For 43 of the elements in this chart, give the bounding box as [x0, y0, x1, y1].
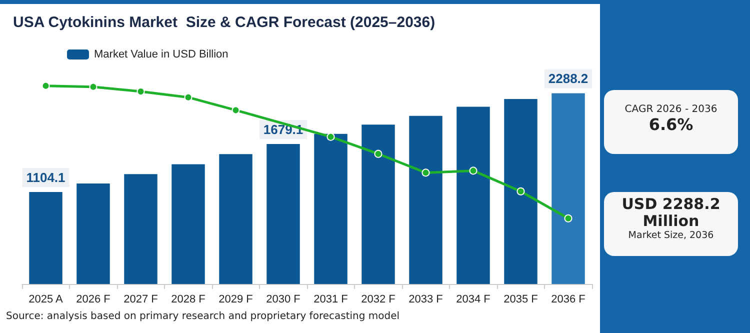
- bar: [314, 134, 348, 284]
- point: [422, 168, 430, 177]
- data-label: 1104.1: [26, 170, 66, 185]
- bar: [124, 174, 158, 284]
- text: USD 2288.2 Million: [620, 195, 722, 230]
- x-tick-label: 2028 F: [171, 294, 206, 306]
- bar: [504, 98, 538, 284]
- bar: [552, 93, 585, 284]
- x-tick-label: 2031 F: [314, 294, 348, 306]
- x-tick-label: 2025 A: [28, 294, 64, 306]
- bar: [172, 164, 205, 284]
- x-tick-label: 2027 F: [124, 294, 158, 306]
- x-tick-label: 2034 F: [456, 294, 491, 306]
- bar: [266, 144, 300, 284]
- bar: [29, 192, 62, 284]
- point: [564, 214, 572, 222]
- point: [516, 187, 525, 196]
- data-label: 2288.2: [548, 71, 588, 86]
- x-tick-label: 2036 F: [551, 294, 586, 306]
- bar: [456, 106, 490, 284]
- bar: [219, 154, 252, 284]
- legend-label: Market Value in USD Billion: [94, 48, 228, 60]
- text: Market Size, 2036: [627, 230, 715, 241]
- text: 6.6%: [648, 115, 694, 134]
- point: [89, 82, 98, 91]
- x-tick-label: 2030 F: [266, 294, 301, 306]
- point: [42, 82, 50, 90]
- x-tick-label: 2026 F: [76, 294, 111, 306]
- text: CAGR 2026 - 2036: [624, 104, 718, 115]
- x-tick-label: 2033 F: [408, 294, 444, 306]
- x-tick-label: 2035 F: [504, 294, 538, 306]
- bar: [76, 184, 110, 284]
- source-note: Source: analysis based on primary research and proprietary forecasting model: [6, 311, 400, 322]
- point: [326, 132, 335, 141]
- x-tick-label: 2032 F: [361, 294, 396, 306]
- point: [184, 93, 192, 102]
- point: [232, 106, 240, 114]
- point: [469, 166, 478, 175]
- bar: [409, 116, 442, 284]
- point: [374, 150, 382, 158]
- bar: [362, 124, 395, 284]
- x-tick-label: 2029 F: [218, 294, 254, 306]
- chart-title: USA Cytokinins Market Size & CAGR Forecast (2025–2036): [13, 14, 436, 31]
